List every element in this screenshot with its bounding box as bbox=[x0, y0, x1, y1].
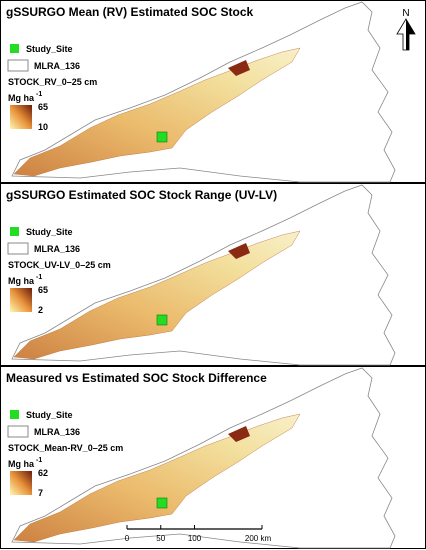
soc-patch bbox=[228, 60, 250, 76]
map-panel: gSSURGO Mean (RV) Estimated SOC Stock Stu… bbox=[0, 0, 426, 183]
mlra-outline bbox=[11, 367, 396, 549]
panel-title: gSSURGO Estimated SOC Stock Range (UV-LV… bbox=[6, 188, 277, 202]
legend-min: 2 bbox=[38, 305, 43, 315]
legend-boundary-swatch bbox=[7, 242, 29, 255]
legend-color-ramp bbox=[10, 471, 32, 495]
scale-bar-label: 0 bbox=[125, 534, 130, 543]
legend-unit-exponent: -1 bbox=[36, 457, 42, 464]
legend-unit-exponent: -1 bbox=[36, 274, 42, 281]
study-site-marker bbox=[156, 131, 168, 143]
legend-unit: Mg ha bbox=[8, 93, 35, 103]
soc-raster bbox=[13, 47, 301, 177]
legend-layer-label: STOCK_RV_0–25 cm bbox=[8, 77, 97, 87]
map-panel: Measured vs Estimated SOC Stock Differen… bbox=[0, 366, 426, 549]
soc-patch bbox=[228, 243, 250, 259]
legend-site-swatch bbox=[10, 44, 19, 53]
legend-max: 62 bbox=[38, 468, 48, 478]
legend-layer-label: STOCK_Mean-RV_0–25 cm bbox=[8, 443, 123, 453]
north-label: N bbox=[402, 8, 409, 19]
soc-raster bbox=[13, 413, 301, 543]
legend-boundary-swatch bbox=[7, 59, 29, 72]
scale-bar-label: 50 bbox=[156, 534, 165, 543]
legend-boundary-label: MLRA_136 bbox=[34, 427, 80, 437]
mlra-outline bbox=[11, 1, 396, 183]
north-arrow: N bbox=[396, 8, 416, 51]
legend-min: 7 bbox=[38, 488, 43, 498]
legend-site-label: Study_Site bbox=[26, 44, 73, 54]
legend-site-label: Study_Site bbox=[26, 410, 73, 420]
legend-unit: Mg ha bbox=[8, 276, 35, 286]
legend-color-ramp bbox=[10, 288, 32, 312]
panel-title: Measured vs Estimated SOC Stock Differen… bbox=[6, 371, 267, 385]
legend-site-swatch bbox=[10, 227, 19, 236]
legend-boundary-swatch bbox=[7, 425, 29, 438]
legend-min: 10 bbox=[38, 122, 48, 132]
legend-layer-label: STOCK_UV-LV_0–25 cm bbox=[8, 260, 111, 270]
scale-bar-label: 100 bbox=[188, 534, 202, 543]
panel-title: gSSURGO Mean (RV) Estimated SOC Stock bbox=[6, 5, 253, 19]
map-panel: gSSURGO Estimated SOC Stock Range (UV-LV… bbox=[0, 183, 426, 366]
legend-site-swatch bbox=[10, 410, 19, 419]
legend-boundary-label: MLRA_136 bbox=[34, 244, 80, 254]
soc-raster bbox=[13, 230, 301, 360]
legend-unit-exponent: -1 bbox=[36, 91, 42, 98]
legend-color-ramp bbox=[10, 105, 32, 129]
legend-boundary-label: MLRA_136 bbox=[34, 61, 80, 71]
mlra-outline bbox=[11, 184, 396, 366]
legend-site-label: Study_Site bbox=[26, 227, 73, 237]
study-site-marker bbox=[156, 497, 168, 509]
legend-max: 65 bbox=[38, 285, 48, 295]
soc-patch bbox=[228, 426, 250, 442]
north-arrow-fill bbox=[406, 19, 415, 50]
study-site-marker bbox=[156, 314, 168, 326]
legend-unit: Mg ha bbox=[8, 459, 35, 469]
legend-max: 65 bbox=[38, 102, 48, 112]
scale-bar-label: 200 km bbox=[245, 534, 272, 543]
